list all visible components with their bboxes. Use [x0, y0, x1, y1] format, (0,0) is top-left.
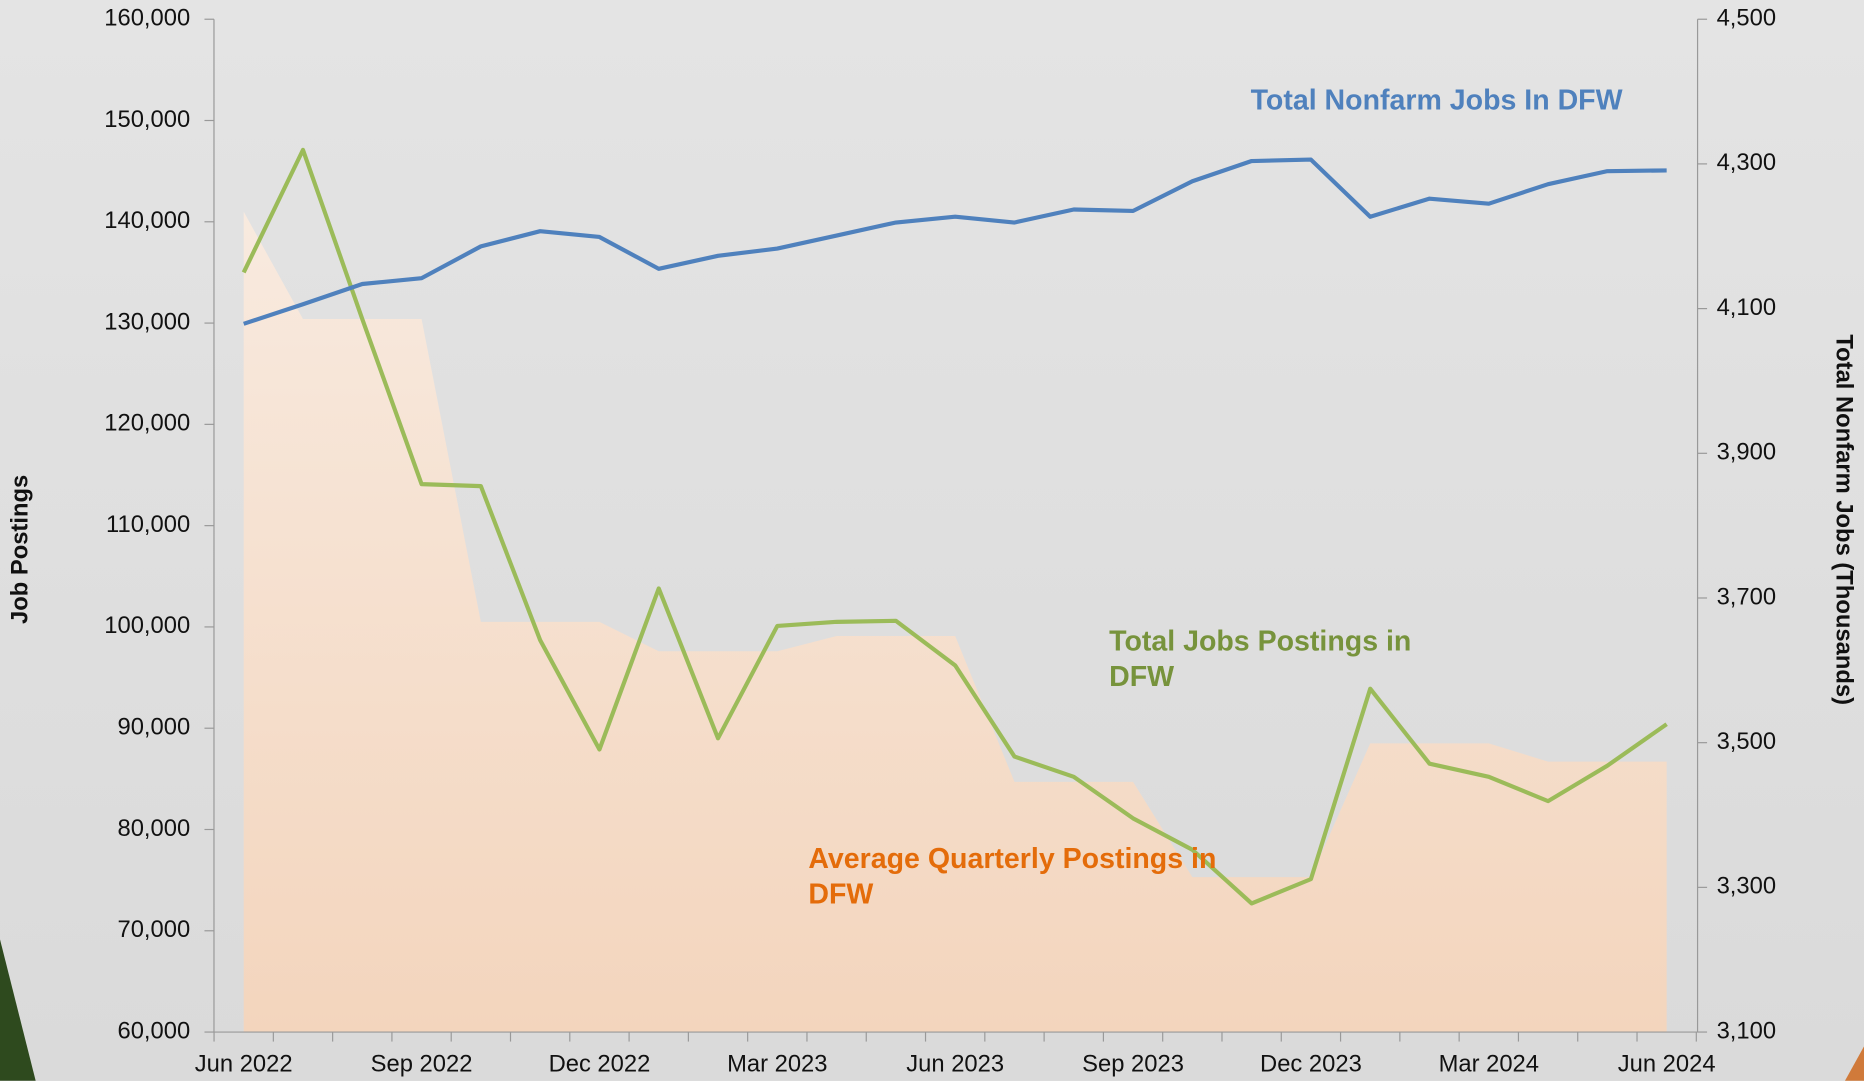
series-label-text: Total Nonfarm Jobs In DFW: [1251, 83, 1727, 119]
y-tick-label: 70,000: [118, 916, 191, 943]
x-tick-label: Sep 2022: [371, 1051, 473, 1078]
y2-tick-label: 4,500: [1717, 5, 1776, 32]
y2-tick-label: 3,300: [1717, 873, 1776, 900]
x-tick-label: Dec 2022: [549, 1051, 651, 1078]
y2-axis-title: Total Nonfarm Jobs (Thousands): [1830, 334, 1857, 705]
y-tick-label: 160,000: [104, 5, 190, 32]
y2-tick-label: 3,900: [1717, 439, 1776, 466]
x-tick-label: Jun 2022: [195, 1051, 293, 1078]
x-tick-label: Mar 2023: [727, 1051, 827, 1078]
chart: 60,000 70,000 80,000 90,000 100,000 110,000 12…: [0, 0, 1864, 1081]
y-tick-label: 60,000: [118, 1017, 191, 1044]
y-tick-label: 90,000: [118, 713, 191, 740]
series-label: Total Nonfarm Jobs In DFW: [1251, 83, 1727, 166]
y-tick-label: 140,000: [104, 207, 190, 234]
y-tick-label: 120,000: [104, 410, 190, 437]
series-label-text: Average Quarterly Postings in DFW: [808, 842, 1260, 913]
y-tick-label: 150,000: [104, 106, 190, 133]
y-tick-label: 130,000: [104, 308, 190, 335]
y2-tick-label: 3,100: [1717, 1017, 1776, 1044]
y-tick-label: 110,000: [106, 511, 190, 538]
series-label-text: Total Jobs Postings in DFW: [1109, 624, 1466, 695]
x-tick-label: Jun 2024: [1618, 1051, 1716, 1078]
series-label: Total Jobs Postings in DFW: [1109, 624, 1466, 707]
y2-tick-label: 4,100: [1717, 294, 1776, 321]
y-axis-title: Job Postings: [7, 475, 34, 624]
x-tick-label: Dec 2023: [1260, 1051, 1362, 1078]
page: {"chart_data":{"type":"line", "categorie…: [0, 0, 1864, 1081]
y-tick-label: 80,000: [118, 815, 191, 842]
x-tick-label: Mar 2024: [1439, 1051, 1539, 1078]
y-tick-label: 100,000: [104, 612, 190, 639]
y2-tick-label: 3,700: [1717, 583, 1776, 610]
y2-tick-label: 3,500: [1717, 728, 1776, 755]
x-tick-label: Jun 2023: [906, 1051, 1004, 1078]
x-tick-label: Sep 2023: [1082, 1051, 1184, 1078]
series-label: Average Quarterly Postings in DFW: [808, 842, 1260, 925]
